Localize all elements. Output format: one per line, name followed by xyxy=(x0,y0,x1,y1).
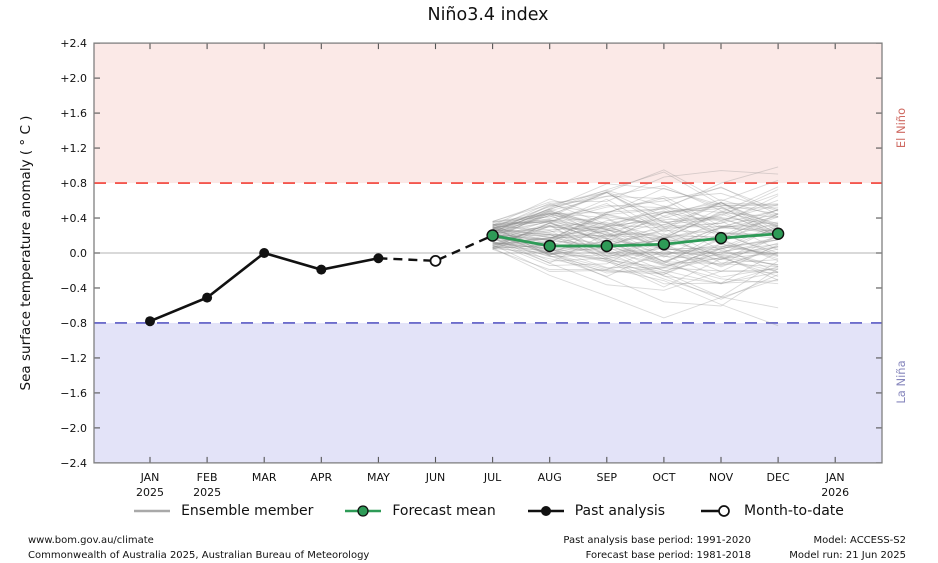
svg-text:+2.4: +2.4 xyxy=(60,37,87,50)
chart-title: Niño3.4 index xyxy=(427,5,549,25)
svg-text:JUL: JUL xyxy=(483,471,502,484)
svg-text:JAN: JAN xyxy=(140,471,160,484)
svg-text:AUG: AUG xyxy=(538,471,562,484)
footer-forecast-base-period: Forecast base period: 1981-2018 xyxy=(585,549,751,561)
month-to-date-icon xyxy=(701,505,730,517)
svg-text:−1.2: −1.2 xyxy=(60,352,87,365)
legend-label-mtd: Month-to-date xyxy=(744,503,844,519)
legend-item-past: Past analysis xyxy=(526,503,665,519)
la-nina-band xyxy=(94,322,882,463)
month-to-date-connector xyxy=(378,234,494,263)
svg-text:DEC: DEC xyxy=(767,471,790,484)
svg-text:−0.8: −0.8 xyxy=(60,317,87,330)
svg-text:+0.4: +0.4 xyxy=(60,212,87,225)
footer-url: www.bom.gov.au/climate xyxy=(28,535,154,546)
footer-past-base-period: Past analysis base period: 1991-2020 xyxy=(563,535,751,546)
svg-text:+1.6: +1.6 xyxy=(60,107,87,120)
footer-model-info: Model: ACCESS-S2 Model run: 21 Jun 2025 xyxy=(789,534,906,563)
svg-text:2025: 2025 xyxy=(136,486,164,499)
footer-attribution: www.bom.gov.au/climate Commonwealth of A… xyxy=(28,534,369,563)
svg-text:MAR: MAR xyxy=(252,471,277,484)
svg-text:FEB: FEB xyxy=(197,471,218,484)
nino34-plot: +2.4 +2.0 +1.6 +1.2 +0.8 +0.4 0.0 −0.4 −0.8 −1.2 −… xyxy=(18,37,908,499)
svg-text:+2.0: +2.0 xyxy=(60,72,87,85)
footer-model-run: Model run: 21 Jun 2025 xyxy=(789,549,906,561)
forecast-mean-series xyxy=(486,227,785,253)
la-nina-label: La Niña xyxy=(894,360,908,403)
svg-text:2025: 2025 xyxy=(193,486,221,499)
legend-item-forecast: Forecast mean xyxy=(343,503,496,519)
ensemble-members xyxy=(492,166,779,327)
month-to-date-marker xyxy=(429,254,442,267)
ensemble-line-icon xyxy=(134,509,171,513)
svg-text:JAN: JAN xyxy=(825,471,845,484)
svg-text:2026: 2026 xyxy=(821,486,849,499)
plot-frame xyxy=(93,42,883,464)
svg-text:OCT: OCT xyxy=(652,471,675,484)
legend: Ensemble member Forecast mean Past analy… xyxy=(94,503,882,519)
svg-text:−1.6: −1.6 xyxy=(60,387,87,400)
y-axis-label: Sea surface temperature anomaly ( ° C ) xyxy=(18,116,34,391)
svg-text:SEP: SEP xyxy=(597,471,618,484)
svg-text:NOV: NOV xyxy=(709,471,734,484)
svg-text:−2.4: −2.4 xyxy=(60,457,87,470)
legend-label-forecast: Forecast mean xyxy=(392,503,496,519)
legend-label-ensemble: Ensemble member xyxy=(181,503,314,519)
legend-item-mtd: Month-to-date xyxy=(695,503,844,519)
el-nino-band xyxy=(94,43,882,184)
y-tick-labels: +2.4 +2.0 +1.6 +1.2 +0.8 +0.4 0.0 −0.4 −0.8 −1.2 −… xyxy=(60,37,87,470)
forecast-mean-icon xyxy=(345,505,382,517)
svg-text:JUN: JUN xyxy=(425,471,446,484)
svg-text:+1.2: +1.2 xyxy=(60,142,87,155)
footer-base-periods: Past analysis base period: 1991-2020 For… xyxy=(563,534,751,563)
el-nino-label: El Niño xyxy=(894,108,908,148)
svg-text:MAY: MAY xyxy=(367,471,390,484)
past-analysis-series xyxy=(145,248,384,327)
svg-text:APR: APR xyxy=(310,471,332,484)
legend-item-ensemble: Ensemble member xyxy=(132,503,313,519)
svg-text:+0.8: +0.8 xyxy=(60,177,87,190)
svg-text:−0.4: −0.4 xyxy=(60,282,87,295)
footer-model: Model: ACCESS-S2 xyxy=(813,535,906,546)
svg-text:0.0: 0.0 xyxy=(70,247,88,260)
footer-copyright: Commonwealth of Australia 2025, Australi… xyxy=(28,549,370,561)
svg-text:−2.0: −2.0 xyxy=(60,422,87,435)
past-analysis-icon xyxy=(527,506,564,516)
legend-label-past: Past analysis xyxy=(574,503,666,519)
x-tick-labels: JAN 2025 FEB 2025 MAR APR MAY JUN JUL AUG SEP OCT NO… xyxy=(136,471,849,499)
